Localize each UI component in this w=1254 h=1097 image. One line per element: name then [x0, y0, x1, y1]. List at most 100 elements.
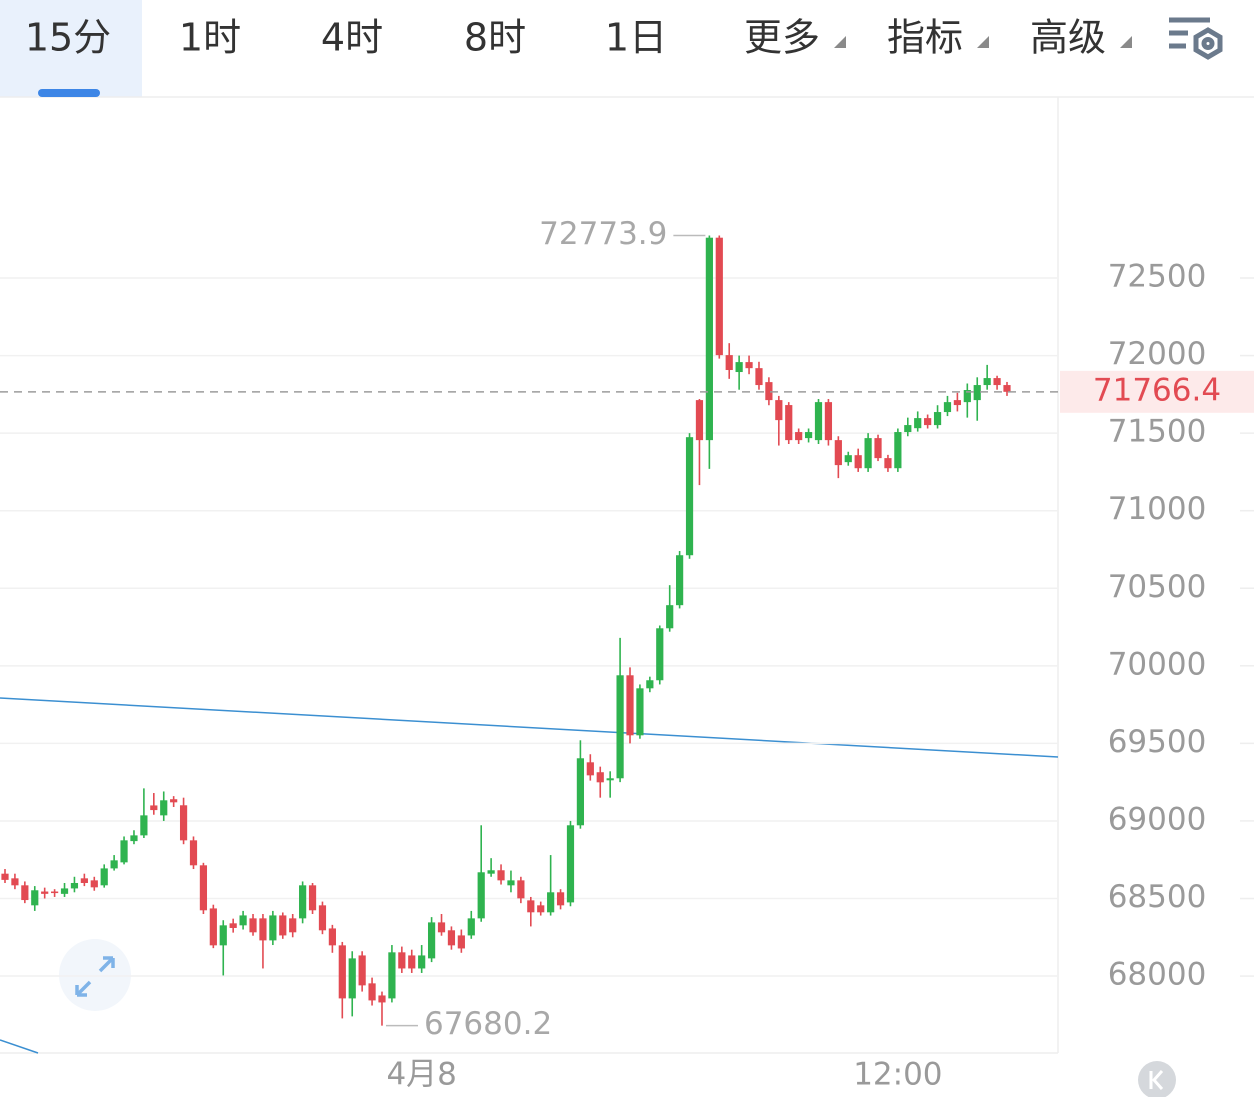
settings-icon[interactable] [1169, 17, 1223, 60]
max-label: 72773.9 [539, 216, 667, 252]
candle-body [864, 438, 872, 469]
tab[interactable]: 15分 [25, 16, 111, 60]
y-tick-label: 72000 [1108, 336, 1207, 372]
candle-body [150, 805, 158, 811]
candle-body [924, 418, 932, 426]
y-tick-label: 68500 [1108, 879, 1207, 915]
tab[interactable]: 1时 [179, 16, 241, 60]
candle-body [795, 432, 803, 441]
candle-body [41, 891, 49, 894]
candle-body [547, 892, 555, 913]
tab[interactable]: 更多 [744, 16, 820, 60]
candle-body [348, 958, 356, 999]
candle-body [308, 885, 317, 911]
scroll-back-button[interactable] [1138, 1061, 1176, 1097]
candle-body [120, 840, 128, 863]
candle-body [90, 880, 98, 888]
candle-body [160, 800, 168, 816]
candle-body [695, 400, 704, 441]
y-tick-label: 72500 [1108, 259, 1207, 295]
candle-body [170, 799, 178, 803]
expand-button[interactable] [59, 939, 131, 1011]
candle-body [914, 418, 922, 429]
candle-body [973, 385, 981, 401]
dropdown-caret [977, 36, 989, 48]
candle-body [408, 955, 416, 969]
candle-body [239, 915, 247, 926]
candle-body [1003, 385, 1011, 392]
y-tick-label: 70500 [1108, 569, 1207, 605]
candle-body [269, 915, 277, 941]
candle-body [725, 355, 733, 371]
candle-body [616, 675, 624, 779]
candle-body [606, 778, 614, 781]
candle-body [804, 432, 813, 439]
y-tick-label: 71000 [1108, 491, 1207, 527]
candle-body [51, 891, 59, 894]
candle-body [814, 402, 823, 441]
candle-body [884, 458, 892, 469]
candle-body [586, 762, 594, 776]
candle-body [576, 758, 585, 826]
candle-body [685, 437, 694, 556]
candle-body [70, 882, 79, 889]
candle-body [517, 880, 525, 899]
candle-body [844, 455, 852, 463]
candle-body [289, 918, 297, 933]
tab[interactable]: 指标 [887, 16, 963, 60]
candle-body [874, 438, 882, 459]
candle-body [646, 680, 654, 689]
candle-body [110, 860, 118, 869]
dropdown-caret [1120, 36, 1132, 48]
candle-body [378, 995, 386, 1003]
candle-body [209, 908, 217, 946]
candle-body [566, 825, 575, 903]
candle-body [477, 872, 485, 919]
candle-body [249, 918, 257, 933]
candle-body [457, 935, 465, 949]
candle-body [765, 382, 773, 401]
candle-body [328, 928, 336, 946]
last-price-bg [1060, 370, 1254, 413]
icon-dot [1201, 37, 1215, 50]
candle-body [904, 425, 912, 433]
candle-body [785, 405, 793, 441]
candle-body [933, 412, 942, 426]
candle-body [388, 952, 396, 999]
candle-body [556, 892, 565, 906]
candle-body [705, 237, 713, 441]
candle-body [11, 878, 19, 886]
candle-body [447, 930, 456, 946]
candle-body [775, 400, 783, 421]
y-tick-label: 71500 [1108, 414, 1207, 450]
candle-body [189, 840, 198, 866]
tab[interactable]: 高级 [1030, 16, 1106, 60]
tab[interactable]: 8时 [464, 16, 526, 60]
trend-line [0, 697, 1059, 758]
candle-body [507, 880, 515, 886]
candle-body [299, 885, 307, 919]
last-price-label: 71766.4 [1093, 372, 1221, 408]
candle-body [854, 455, 862, 469]
candle-body [318, 905, 327, 931]
candle-body [824, 402, 833, 441]
candle-body [1, 873, 9, 880]
y-tick-label: 68000 [1108, 957, 1207, 993]
candle-body [963, 390, 971, 403]
x-tick-label: 12:00 [853, 1057, 942, 1093]
candle-body [715, 237, 723, 356]
min-label: 67680.2 [424, 1006, 552, 1042]
candle-body [219, 925, 227, 946]
candle-body [497, 870, 505, 881]
candle-body [229, 923, 237, 928]
candle-body [368, 983, 376, 1001]
expand-arrows [75, 956, 115, 997]
tab[interactable]: 4时 [321, 16, 383, 60]
candle-body [983, 378, 991, 386]
candle-body [636, 688, 644, 736]
candle-body [140, 815, 148, 836]
tab[interactable]: 1日 [605, 16, 667, 60]
candle-body [745, 362, 753, 369]
